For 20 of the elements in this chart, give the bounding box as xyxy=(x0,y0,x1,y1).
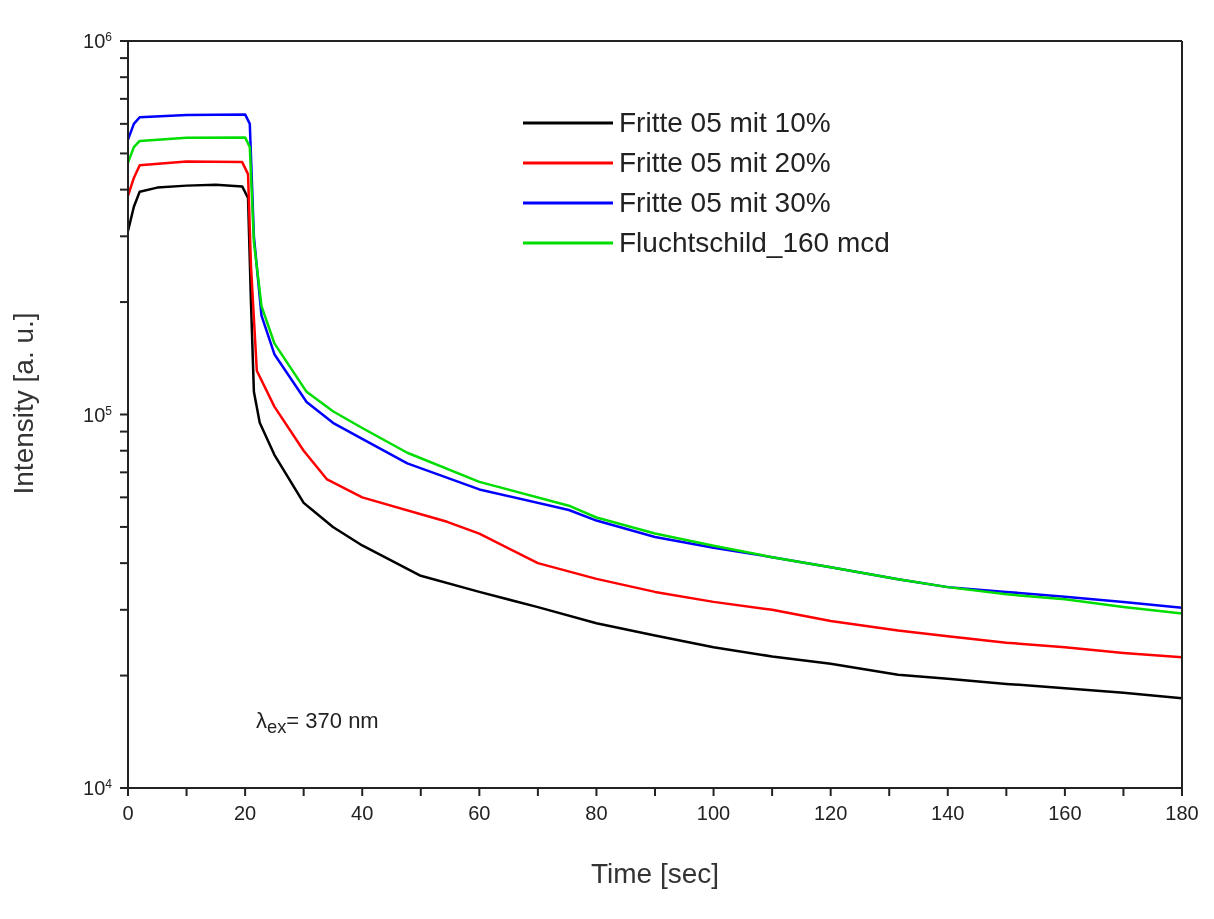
x-tick-label: 80 xyxy=(585,802,608,824)
annotation: λ$_{ex}$= 370 nm xyxy=(256,708,379,739)
x-tick-label: 20 xyxy=(233,802,257,824)
y-tick-label: 10$^{6}$ xyxy=(83,30,113,52)
x-tick-label: 160 xyxy=(1048,802,1082,824)
x-tick-label: 140 xyxy=(931,802,965,824)
x-tick-label: 180 xyxy=(1165,802,1199,824)
y-axis-title: Intensity [a. u.] xyxy=(7,312,39,495)
x-tick-label: 60 xyxy=(468,802,491,824)
legend-label: Fritte 05 mit 30% xyxy=(619,187,831,219)
legend-label: Fritte 05 mit 10% xyxy=(619,107,831,139)
x-axis-title: Time [sec] xyxy=(590,858,720,889)
legend-label: Fluchtschild_160 mcd xyxy=(619,227,890,259)
x-tick-label: 120 xyxy=(813,802,848,824)
y-tick-label: 10$^{4}$ xyxy=(83,777,113,799)
legend-label: Fritte 05 mit 20% xyxy=(619,147,831,179)
x-tick-label: 0 xyxy=(122,802,134,824)
x-tick-label: 40 xyxy=(351,802,374,824)
y-tick-label: 10$^{5}$ xyxy=(83,403,113,426)
x-tick-label: 100 xyxy=(696,802,731,824)
